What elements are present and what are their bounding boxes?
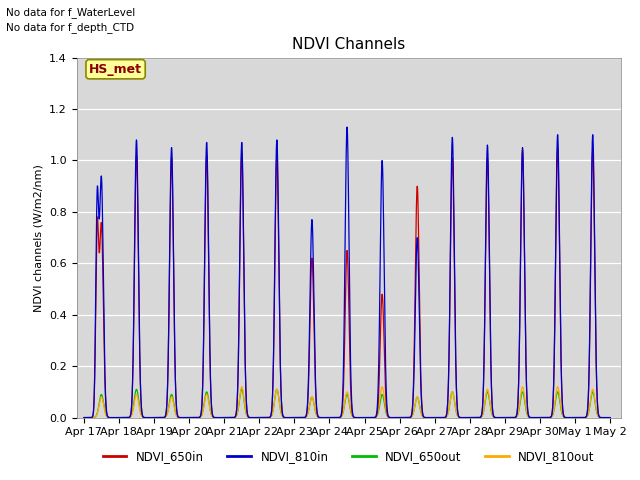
Text: No data for f_depth_CTD: No data for f_depth_CTD	[6, 22, 134, 33]
Legend: NDVI_650in, NDVI_810in, NDVI_650out, NDVI_810out: NDVI_650in, NDVI_810in, NDVI_650out, NDV…	[98, 445, 600, 468]
Title: NDVI Channels: NDVI Channels	[292, 37, 405, 52]
Y-axis label: NDVI channels (W/m2/nm): NDVI channels (W/m2/nm)	[34, 164, 44, 312]
Text: No data for f_WaterLevel: No data for f_WaterLevel	[6, 7, 136, 18]
Text: HS_met: HS_met	[89, 63, 142, 76]
